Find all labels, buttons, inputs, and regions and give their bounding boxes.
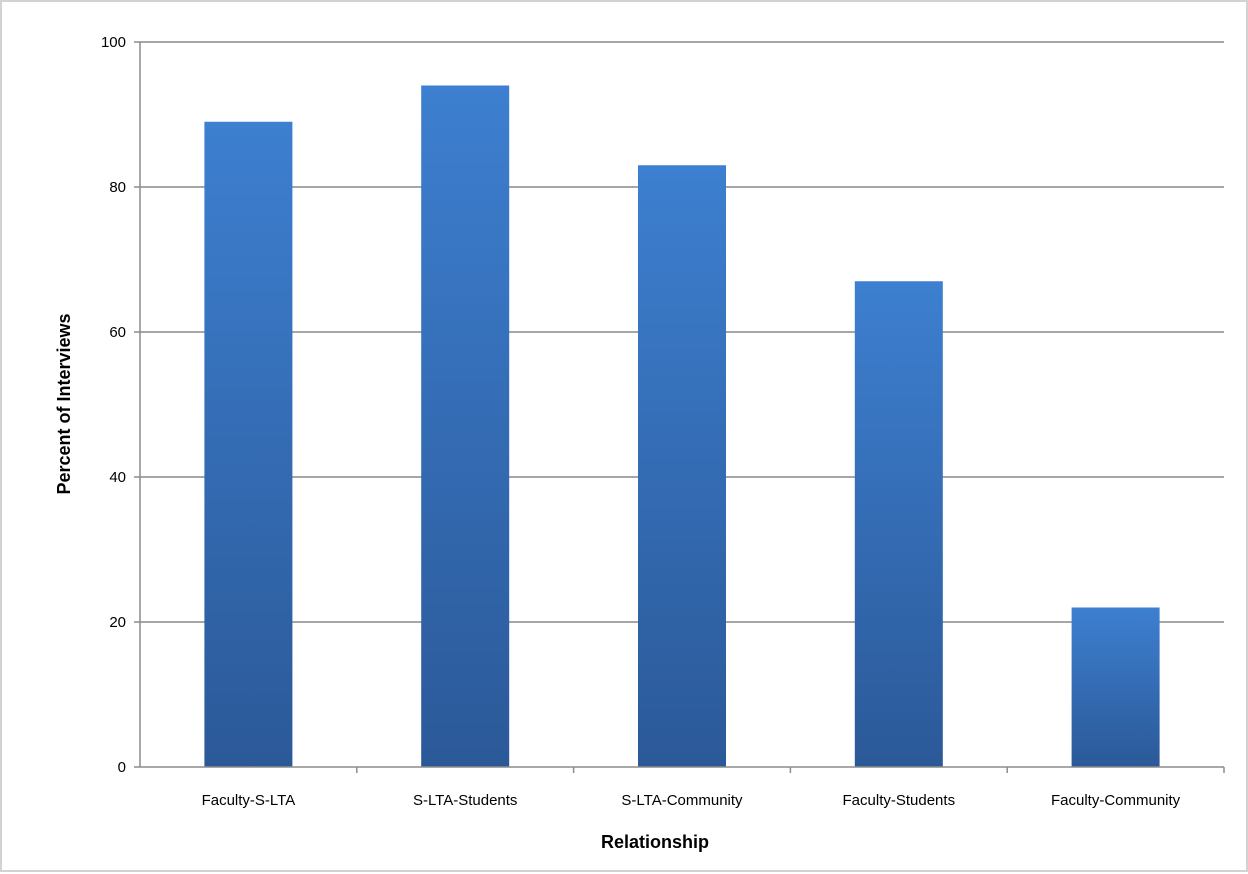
y-axis-title: Percent of Interviews (54, 313, 74, 494)
tick-labels: 0 20 40 60 80 100 Faculty-S-LTA S-LTA-Students S… (101, 34, 1181, 809)
x-axis-title: Relationship (601, 832, 709, 852)
bar (421, 85, 510, 767)
bar (638, 165, 726, 767)
y-tick-label: 80 (109, 179, 126, 196)
bar (854, 281, 943, 767)
x-tick-label: S-LTA-Students (413, 792, 518, 809)
y-tick-label: 0 (118, 759, 126, 776)
x-tick-label: Faculty-S-LTA (202, 792, 296, 809)
y-tick-label: 20 (109, 614, 126, 631)
y-tick-label: 60 (109, 324, 126, 341)
x-tick-label: Faculty-Community (1051, 792, 1181, 809)
y-tick-label: 100 (101, 34, 126, 51)
axes (134, 41, 1225, 773)
y-tick-label: 40 (109, 469, 126, 486)
bars (204, 85, 1160, 767)
x-tick-label: S-LTA-Community (621, 792, 743, 809)
bar (204, 121, 293, 767)
bar (1071, 607, 1160, 767)
x-tick-label: Faculty-Students (843, 792, 956, 809)
